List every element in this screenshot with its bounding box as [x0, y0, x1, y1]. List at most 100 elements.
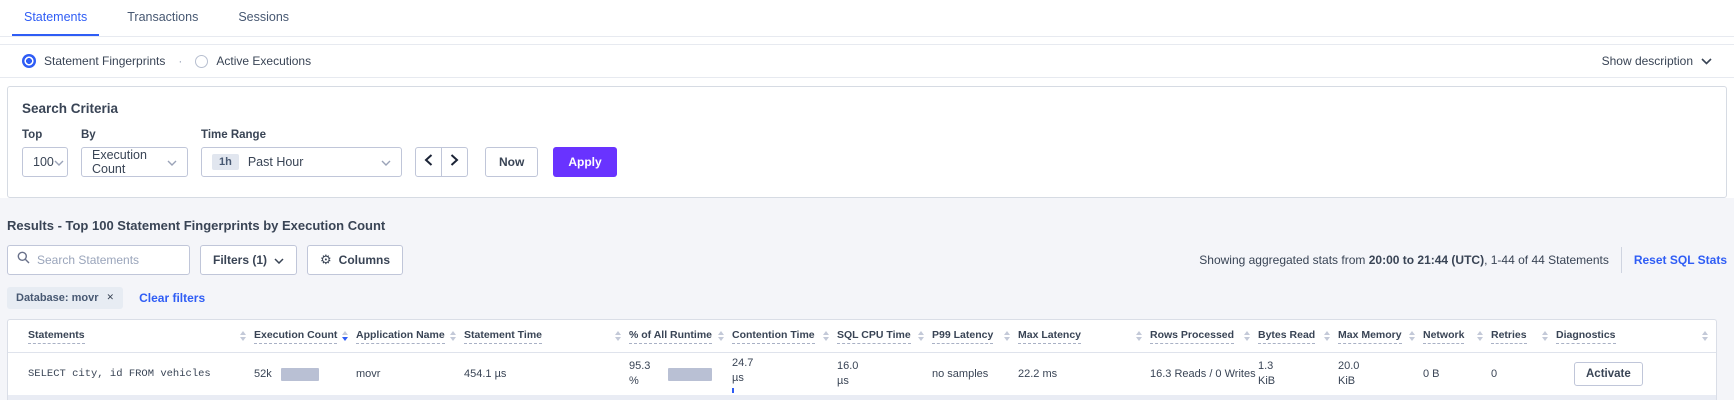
by-label: By: [81, 129, 96, 141]
cell-max-memory: 20.0 KiB: [1338, 360, 1360, 387]
reset-sql-stats-link[interactable]: Reset SQL Stats: [1633, 253, 1727, 267]
col-header-application-name[interactable]: Application Name: [356, 329, 464, 344]
sort-icon[interactable]: [718, 331, 724, 341]
col-header-rows-processed[interactable]: Rows Processed: [1150, 329, 1258, 344]
chevron-down-icon: [54, 155, 64, 169]
contention-mini-bar: [732, 387, 734, 393]
view-mode-bar: Statement Fingerprints · Active Executio…: [0, 44, 1734, 78]
col-header-max-latency[interactable]: Max Latency: [1018, 329, 1150, 344]
col-header-statement-time[interactable]: Statement Time: [464, 329, 629, 344]
sort-icon[interactable]: [918, 331, 924, 341]
stats-suffix: , 1-44 of 44 Statements: [1484, 253, 1609, 267]
cell-rows-processed: 16.3 Reads / 0 Writes: [1150, 368, 1256, 380]
sort-icon[interactable]: [615, 331, 621, 341]
col-header-diagnostics[interactable]: Diagnostics: [1556, 329, 1716, 344]
dot-separator: ·: [178, 54, 183, 68]
radio-active-executions-label: Active Executions: [216, 54, 312, 68]
cell-statement-fingerprint[interactable]: SELECT city, id FROM vehicles: [28, 368, 211, 380]
search-criteria-title: Search Criteria: [22, 101, 119, 116]
col-header-p99-latency[interactable]: P99 Latency: [932, 329, 1018, 344]
by-select[interactable]: Execution Count: [81, 147, 188, 177]
col-header-pct-of-all-runtime[interactable]: % of All Runtime: [629, 329, 732, 344]
radio-statement-fingerprints-label: Statement Fingerprints: [44, 54, 166, 68]
database-filter-chip-label: Database: movr: [16, 292, 99, 304]
chevron-down-icon: [381, 155, 391, 169]
tab-bar: Statements Transactions Sessions: [0, 0, 1734, 37]
col-header-retries[interactable]: Retries: [1491, 329, 1556, 344]
table-header-row: Statements Execution Count Application N…: [8, 320, 1716, 353]
cell-p99-latency: no samples: [932, 368, 989, 380]
chevron-down-icon: [167, 155, 177, 169]
active-filters-row: Database: movr ✕ Clear filters: [7, 287, 1727, 309]
radio-statement-fingerprints[interactable]: [22, 54, 36, 68]
next-time-window-button[interactable]: [441, 147, 468, 177]
tab-statements[interactable]: Statements: [12, 0, 100, 36]
activate-diagnostics-button[interactable]: Activate: [1574, 362, 1643, 386]
sort-icon[interactable]: [823, 331, 829, 341]
search-icon: [17, 251, 30, 269]
sort-icon[interactable]: [1324, 331, 1330, 341]
cell-retries: 0: [1491, 368, 1498, 380]
filters-button-label: Filters (1): [213, 253, 268, 267]
cell-application-name: movr: [356, 368, 381, 380]
col-header-contention-time[interactable]: Contention Time: [732, 329, 837, 344]
sort-icon[interactable]: [1409, 331, 1415, 341]
col-header-max-memory[interactable]: Max Memory: [1338, 329, 1423, 344]
search-statements-input[interactable]: [37, 253, 180, 267]
close-icon[interactable]: ✕: [106, 293, 115, 303]
sort-icon[interactable]: [1244, 331, 1250, 341]
results-section: Results - Top 100 Statement Fingerprints…: [0, 198, 1734, 400]
database-filter-chip[interactable]: Database: movr ✕: [7, 287, 124, 309]
cell-bytes-read: 1.3 KiB: [1258, 360, 1276, 387]
show-description-label: Show description: [1601, 54, 1693, 68]
sort-icon[interactable]: [1542, 331, 1548, 341]
sort-icon[interactable]: [1004, 331, 1010, 341]
col-header-network[interactable]: Network: [1423, 329, 1491, 344]
col-header-sql-cpu-time[interactable]: SQL CPU Time: [837, 329, 932, 344]
sort-icon[interactable]: [240, 331, 246, 341]
search-criteria-section: Search Criteria Top 100 By Execution Cou…: [0, 78, 1734, 198]
top-select[interactable]: 100: [22, 147, 68, 177]
chevron-down-icon: [274, 253, 284, 267]
runtime-pct-bar: [668, 367, 712, 381]
tab-sessions[interactable]: Sessions: [238, 10, 290, 24]
top-label: Top: [22, 129, 43, 141]
tab-transactions[interactable]: Transactions: [127, 10, 199, 24]
col-header-statements[interactable]: Statements: [28, 329, 254, 344]
sort-icon[interactable]: [1702, 331, 1708, 341]
aggregated-stats: Showing aggregated stats from 20:00 to 2…: [1199, 247, 1727, 273]
cell-statement-time: 454.1 µs: [464, 367, 507, 380]
results-toolbar: Filters (1) ⚙ Columns Showing aggregated…: [7, 245, 1727, 275]
sort-icon[interactable]: [1136, 331, 1142, 341]
now-button[interactable]: Now: [485, 147, 539, 177]
chevron-down-icon: [1701, 54, 1712, 68]
previous-time-window-button[interactable]: [415, 147, 442, 177]
apply-button[interactable]: Apply: [553, 147, 617, 177]
col-header-bytes-read[interactable]: Bytes Read: [1258, 329, 1338, 344]
columns-button-label: Columns: [338, 253, 391, 267]
by-select-value: Execution Count: [92, 148, 147, 176]
clear-filters-link[interactable]: Clear filters: [139, 291, 206, 305]
top-field: Top 100: [22, 129, 68, 177]
col-header-execution-count[interactable]: Execution Count: [254, 329, 356, 344]
stats-time-range: 20:00 to 21:44 (UTC): [1368, 253, 1485, 267]
cell-pct-of-all-runtime: 95.3 %: [629, 359, 732, 389]
show-description-toggle[interactable]: Show description: [1602, 54, 1712, 68]
columns-button[interactable]: ⚙ Columns: [307, 245, 404, 275]
chevron-left-icon: [424, 153, 433, 171]
sort-icon-active-desc[interactable]: [342, 331, 348, 341]
cell-diagnostics: Activate: [1556, 362, 1716, 386]
sort-icon[interactable]: [1477, 331, 1483, 341]
cell-sql-cpu-time: 16.0 µs: [837, 360, 859, 387]
vertical-divider: [1620, 247, 1622, 273]
search-criteria-panel: Search Criteria Top 100 By Execution Cou…: [7, 86, 1727, 198]
time-range-select[interactable]: 1h Past Hour: [201, 147, 402, 177]
time-window-nav: [415, 147, 468, 177]
statements-table: Statements Execution Count Application N…: [7, 319, 1717, 400]
top-select-value: 100: [33, 155, 54, 169]
filters-button[interactable]: Filters (1): [200, 245, 298, 275]
sort-icon[interactable]: [450, 331, 456, 341]
radio-active-executions[interactable]: [195, 54, 209, 68]
chevron-right-icon: [450, 153, 459, 171]
time-range-label: Time Range: [201, 129, 266, 141]
